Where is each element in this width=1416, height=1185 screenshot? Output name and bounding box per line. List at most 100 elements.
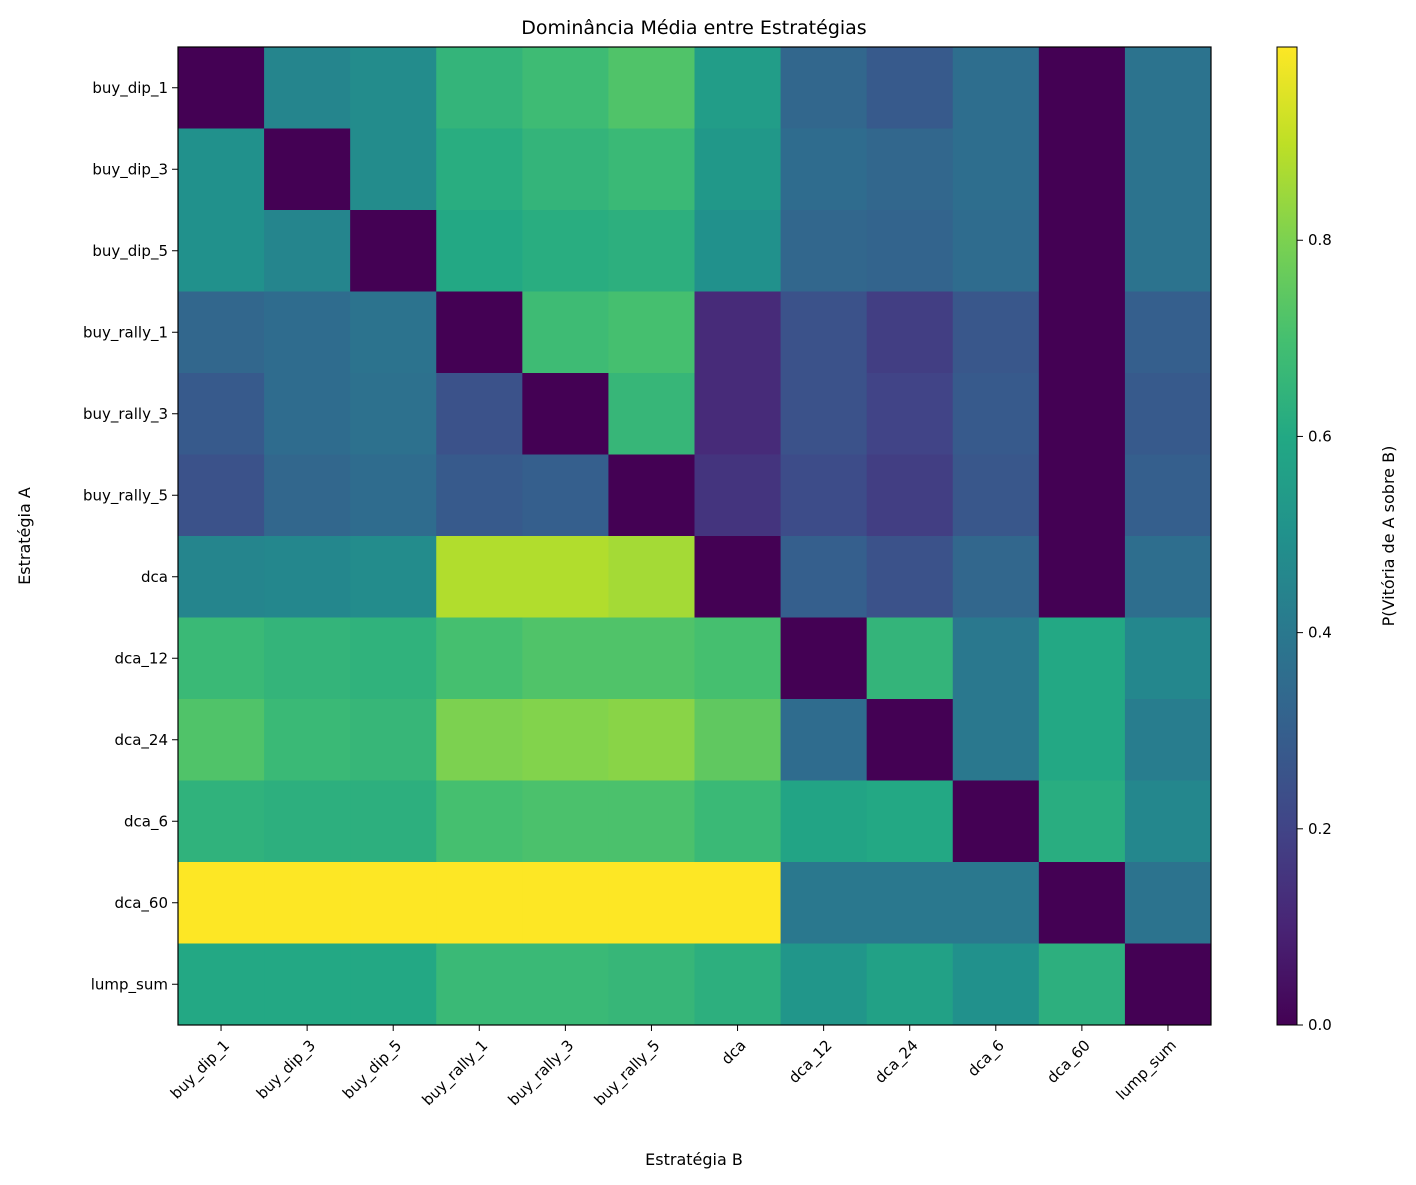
heatmap-cell: [780, 291, 868, 374]
heatmap-cell: [178, 291, 265, 374]
heatmap-cell: [608, 291, 695, 374]
heatmap-cell: [1124, 373, 1212, 455]
heatmap-cell: [694, 780, 782, 863]
heatmap-cell: [264, 536, 351, 618]
heatmap-cell: [1124, 47, 1212, 129]
heatmap-cell: [608, 454, 695, 537]
heatmap-cell: [1124, 128, 1212, 211]
heatmap-cell: [264, 373, 351, 455]
heatmap-cell: [1124, 617, 1212, 700]
y-axis-label: Estratégia A: [15, 487, 34, 585]
heatmap-cell: [1038, 373, 1126, 455]
heatmap-cell: [264, 47, 351, 129]
heatmap-cells: [178, 47, 1212, 1026]
heatmap-cell: [780, 373, 868, 455]
heatmap-cell: [178, 454, 265, 537]
heatmap-cell: [608, 373, 695, 455]
heatmap-cell: [1124, 210, 1212, 292]
chart-title: Dominância Média entre Estratégias: [521, 17, 866, 39]
heatmap-cell: [608, 862, 695, 944]
heatmap-cell: [178, 862, 265, 944]
heatmap-cell: [608, 536, 695, 618]
heatmap-cell: [350, 862, 437, 944]
heatmap-cell: [952, 536, 1040, 618]
x-tick-label: lump_sum: [1113, 1036, 1181, 1104]
heatmap-cell: [522, 47, 609, 129]
heatmap-cell: [1038, 454, 1126, 537]
heatmap-cell: [780, 943, 868, 1026]
plot-frame: [177, 46, 1212, 1026]
y-tick-label: buy_rally_5: [83, 486, 168, 505]
colorbar-ticks: 0.0 0.2 0.4 0.6 0.8: [1297, 231, 1332, 1034]
colorbar-tick-label: 0.8: [1308, 231, 1332, 249]
heatmap-cell: [522, 862, 609, 944]
heatmap-cell: [350, 617, 437, 700]
x-axis-label: Estratégia B: [645, 1150, 743, 1169]
heatmap-cell: [780, 536, 868, 618]
heatmap-cell: [952, 373, 1040, 455]
x-tick-label: buy_rally_5: [591, 1036, 665, 1110]
heatmap-cell: [952, 47, 1040, 129]
y-tick-label: buy_rally_3: [83, 405, 168, 424]
heatmap-cell: [264, 862, 351, 944]
heatmap-cell: [952, 943, 1040, 1026]
heatmap-cell: [522, 128, 609, 211]
heatmap-cell: [522, 943, 609, 1026]
heatmap-cell: [694, 536, 782, 618]
heatmap-cell: [264, 617, 351, 700]
heatmap-cell: [866, 862, 954, 944]
heatmap-cell: [1038, 699, 1126, 781]
heatmap-cell: [780, 617, 868, 700]
x-tick-label: buy_dip_5: [339, 1036, 406, 1103]
x-tick-label: dca_12: [785, 1036, 836, 1087]
heatmap-cell: [178, 47, 265, 129]
heatmap-cell: [264, 943, 351, 1026]
y-tick-label: lump_sum: [91, 975, 168, 994]
heatmap-cell: [952, 454, 1040, 537]
heatmap-cell: [780, 454, 868, 537]
heatmap-cell: [866, 617, 954, 700]
x-tick-label: dca_6: [964, 1036, 1009, 1081]
heatmap-cell: [1124, 780, 1212, 863]
heatmap-cell: [436, 780, 523, 863]
heatmap-cell: [694, 128, 782, 211]
heatmap-cell: [608, 47, 695, 129]
heatmap-cell: [1038, 128, 1126, 211]
heatmap-cell: [780, 862, 868, 944]
heatmap-cell: [1038, 617, 1126, 700]
y-tick-label: buy_rally_1: [83, 323, 168, 342]
heatmap-cell: [866, 943, 954, 1026]
colorbar-tick-label: 0.2: [1308, 820, 1332, 838]
heatmap-cell: [1124, 536, 1212, 618]
heatmap-cell: [264, 128, 351, 211]
heatmap-cell: [866, 454, 954, 537]
heatmap-cell: [264, 780, 351, 863]
colorbar-tick-label: 0.0: [1308, 1016, 1332, 1034]
heatmap-cell: [436, 454, 523, 537]
heatmap-cell: [178, 210, 265, 292]
heatmap-cell: [1038, 780, 1126, 863]
heatmap-cell: [264, 699, 351, 781]
heatmap-cell: [1038, 536, 1126, 618]
heatmap-cell: [436, 210, 523, 292]
x-tick-label: dca_24: [871, 1036, 922, 1087]
y-tick-label: dca_60: [114, 894, 168, 913]
heatmap-cell: [436, 862, 523, 944]
heatmap-cell: [178, 943, 265, 1026]
heatmap-cell: [436, 699, 523, 781]
heatmap-cell: [1038, 943, 1126, 1026]
heatmap-cell: [952, 780, 1040, 863]
y-tick-label: buy_dip_1: [92, 79, 168, 98]
heatmap-cell: [608, 780, 695, 863]
heatmap-cell: [694, 291, 782, 374]
heatmap-cell: [780, 210, 868, 292]
heatmap-cell: [522, 617, 609, 700]
heatmap-cell: [952, 617, 1040, 700]
heatmap-cell: [436, 373, 523, 455]
heatmap-cell: [866, 210, 954, 292]
heatmap-cell: [952, 862, 1040, 944]
heatmap-cell: [178, 536, 265, 618]
y-tick-label: dca_6: [124, 812, 168, 831]
heatmap-cell: [866, 373, 954, 455]
